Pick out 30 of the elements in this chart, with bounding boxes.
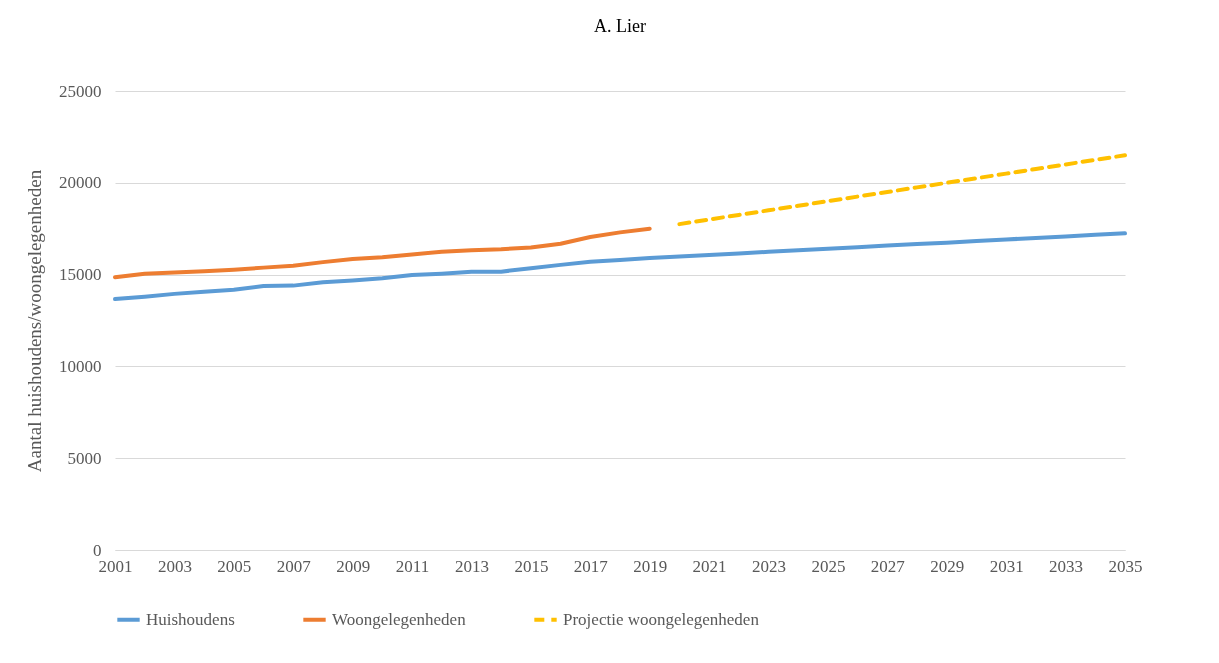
line-series <box>113 231 1127 302</box>
x-tick-label: 2013 <box>454 556 489 576</box>
legend-label: Huishoudens <box>146 609 235 629</box>
line-series <box>113 226 652 280</box>
x-tick-label: 2015 <box>514 556 549 576</box>
x-tick-label: 2029 <box>930 556 965 576</box>
legend-label: Projectie woongelegenheden <box>563 609 760 629</box>
line-series <box>677 153 1127 227</box>
y-tick-label: 5000 <box>67 448 102 468</box>
y-axis-title: Aantal huishoudens/woongelegenheden <box>24 169 45 473</box>
x-tick-label: 2007 <box>276 556 312 576</box>
x-tick-label: 2035 <box>1108 556 1143 576</box>
x-tick-label: 2005 <box>217 556 252 576</box>
x-tick-label: 2021 <box>692 556 727 576</box>
x-tick-label: 2011 <box>395 556 430 576</box>
y-tick-label: 20000 <box>59 173 102 193</box>
x-tick-label: 2009 <box>336 556 371 576</box>
x-tick-label: 2027 <box>870 556 906 576</box>
y-tick-label: 10000 <box>59 356 102 376</box>
x-tick-label: 2023 <box>752 556 787 576</box>
legend-label: Woongelegenheden <box>332 609 467 629</box>
x-tick-label: 2031 <box>989 556 1024 576</box>
chart-title: A. Lier <box>594 16 646 36</box>
x-tick-label: 2033 <box>1049 556 1084 576</box>
y-tick-label: 25000 <box>59 81 102 101</box>
y-tick-label: 15000 <box>59 265 102 285</box>
x-tick-label: 2017 <box>573 556 609 576</box>
x-tick-label: 2025 <box>811 556 846 576</box>
x-tick-label: 2003 <box>157 556 192 576</box>
x-tick-label: 2019 <box>633 556 668 576</box>
